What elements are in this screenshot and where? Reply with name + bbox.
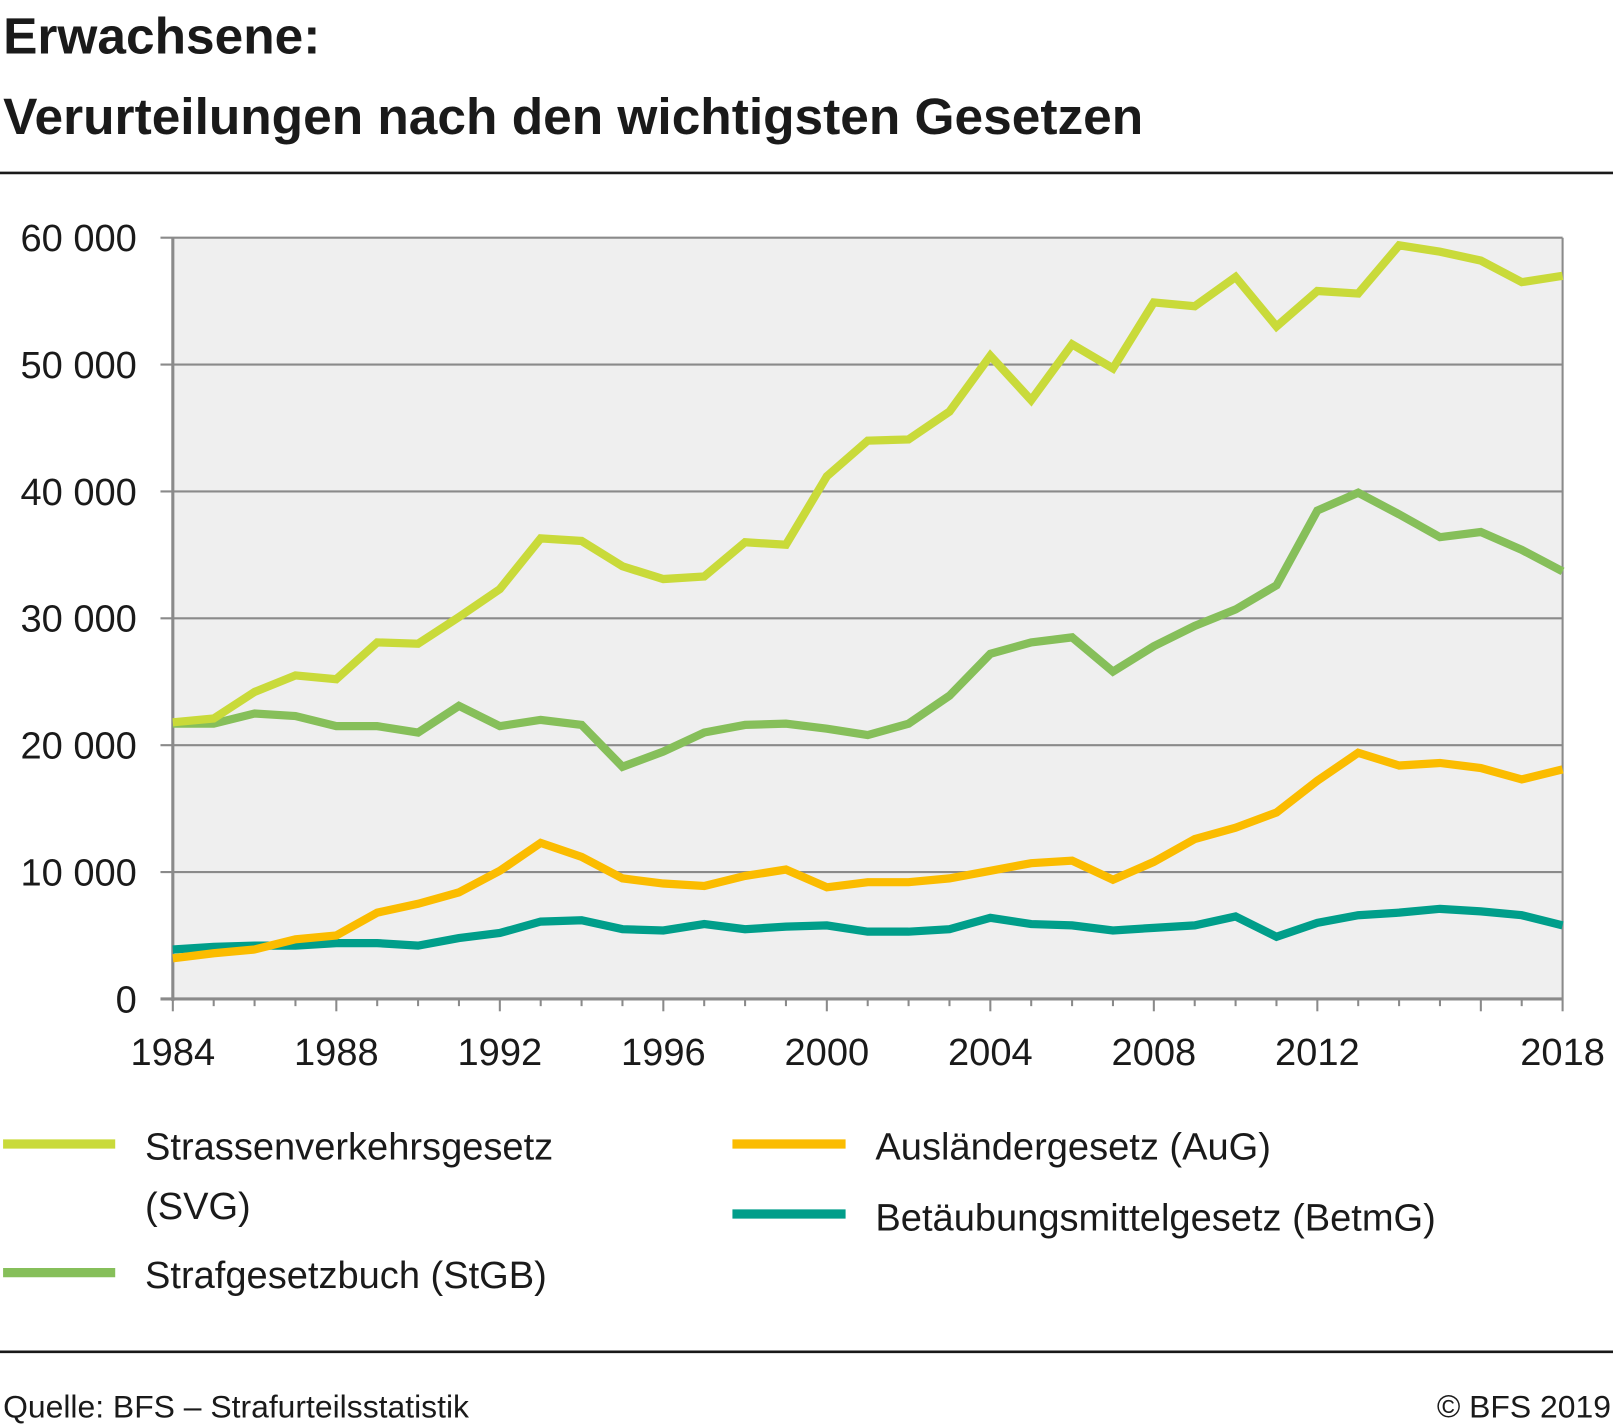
x-axis: 1984 1988 1992 1996 2000 2004 2008 2012 2018 <box>131 997 1605 1074</box>
series-lines <box>172 240 1565 963</box>
x-tick-label: 2008 <box>1112 1032 1197 1074</box>
y-tick-label: 30 000 <box>20 599 136 641</box>
y-tick-label: 10 000 <box>20 852 136 894</box>
y-tick-label: 20 000 <box>20 726 136 768</box>
legend: Strassenverkehrsgesetz (SVG) Strafgesetz… <box>3 1126 1436 1297</box>
series-line-0 <box>172 240 1564 727</box>
legend-label-stgb: Strafgesetzbuch (StGB) <box>145 1255 547 1297</box>
gridlines <box>160 236 1564 1002</box>
copyright: © BFS 2019 <box>1437 1389 1611 1425</box>
x-tick-label: 2018 <box>1520 1032 1605 1074</box>
title-line-1: Erwachsene: <box>3 7 320 65</box>
series-line-3 <box>172 904 1564 954</box>
y-tick-label: 0 <box>116 979 137 1021</box>
x-tick-label: 2012 <box>1275 1032 1360 1074</box>
x-tick-label: 1996 <box>621 1032 706 1074</box>
legend-label-svg-line1: Strassenverkehrsgesetz <box>145 1126 553 1168</box>
legend-label-betmg: Betäubungsmittelgesetz (BetmG) <box>875 1197 1435 1239</box>
y-tick-label: 40 000 <box>20 472 136 514</box>
x-tick-label: 2000 <box>785 1032 870 1074</box>
x-tick-label: 1988 <box>294 1032 379 1074</box>
x-tick-label: 1984 <box>131 1032 216 1074</box>
y-tick-label: 60 000 <box>20 218 136 260</box>
series-line-2 <box>172 748 1564 963</box>
title-line-2: Verurteilungen nach den wichtigsten Gese… <box>3 87 1143 145</box>
legend-label-aug: Ausländergesetz (AuG) <box>875 1126 1270 1168</box>
y-tick-label: 50 000 <box>20 345 136 387</box>
y-axis-labels: 0 10 000 20 000 30 000 40 000 50 000 60 000 <box>20 218 136 1021</box>
series-line-1 <box>172 488 1565 772</box>
x-tick-label: 1992 <box>458 1032 543 1074</box>
legend-label-svg-line2: (SVG) <box>145 1186 251 1228</box>
source-note: Quelle: BFS – Strafurteilsstatistik <box>3 1389 469 1425</box>
x-tick-label: 2004 <box>948 1032 1033 1074</box>
